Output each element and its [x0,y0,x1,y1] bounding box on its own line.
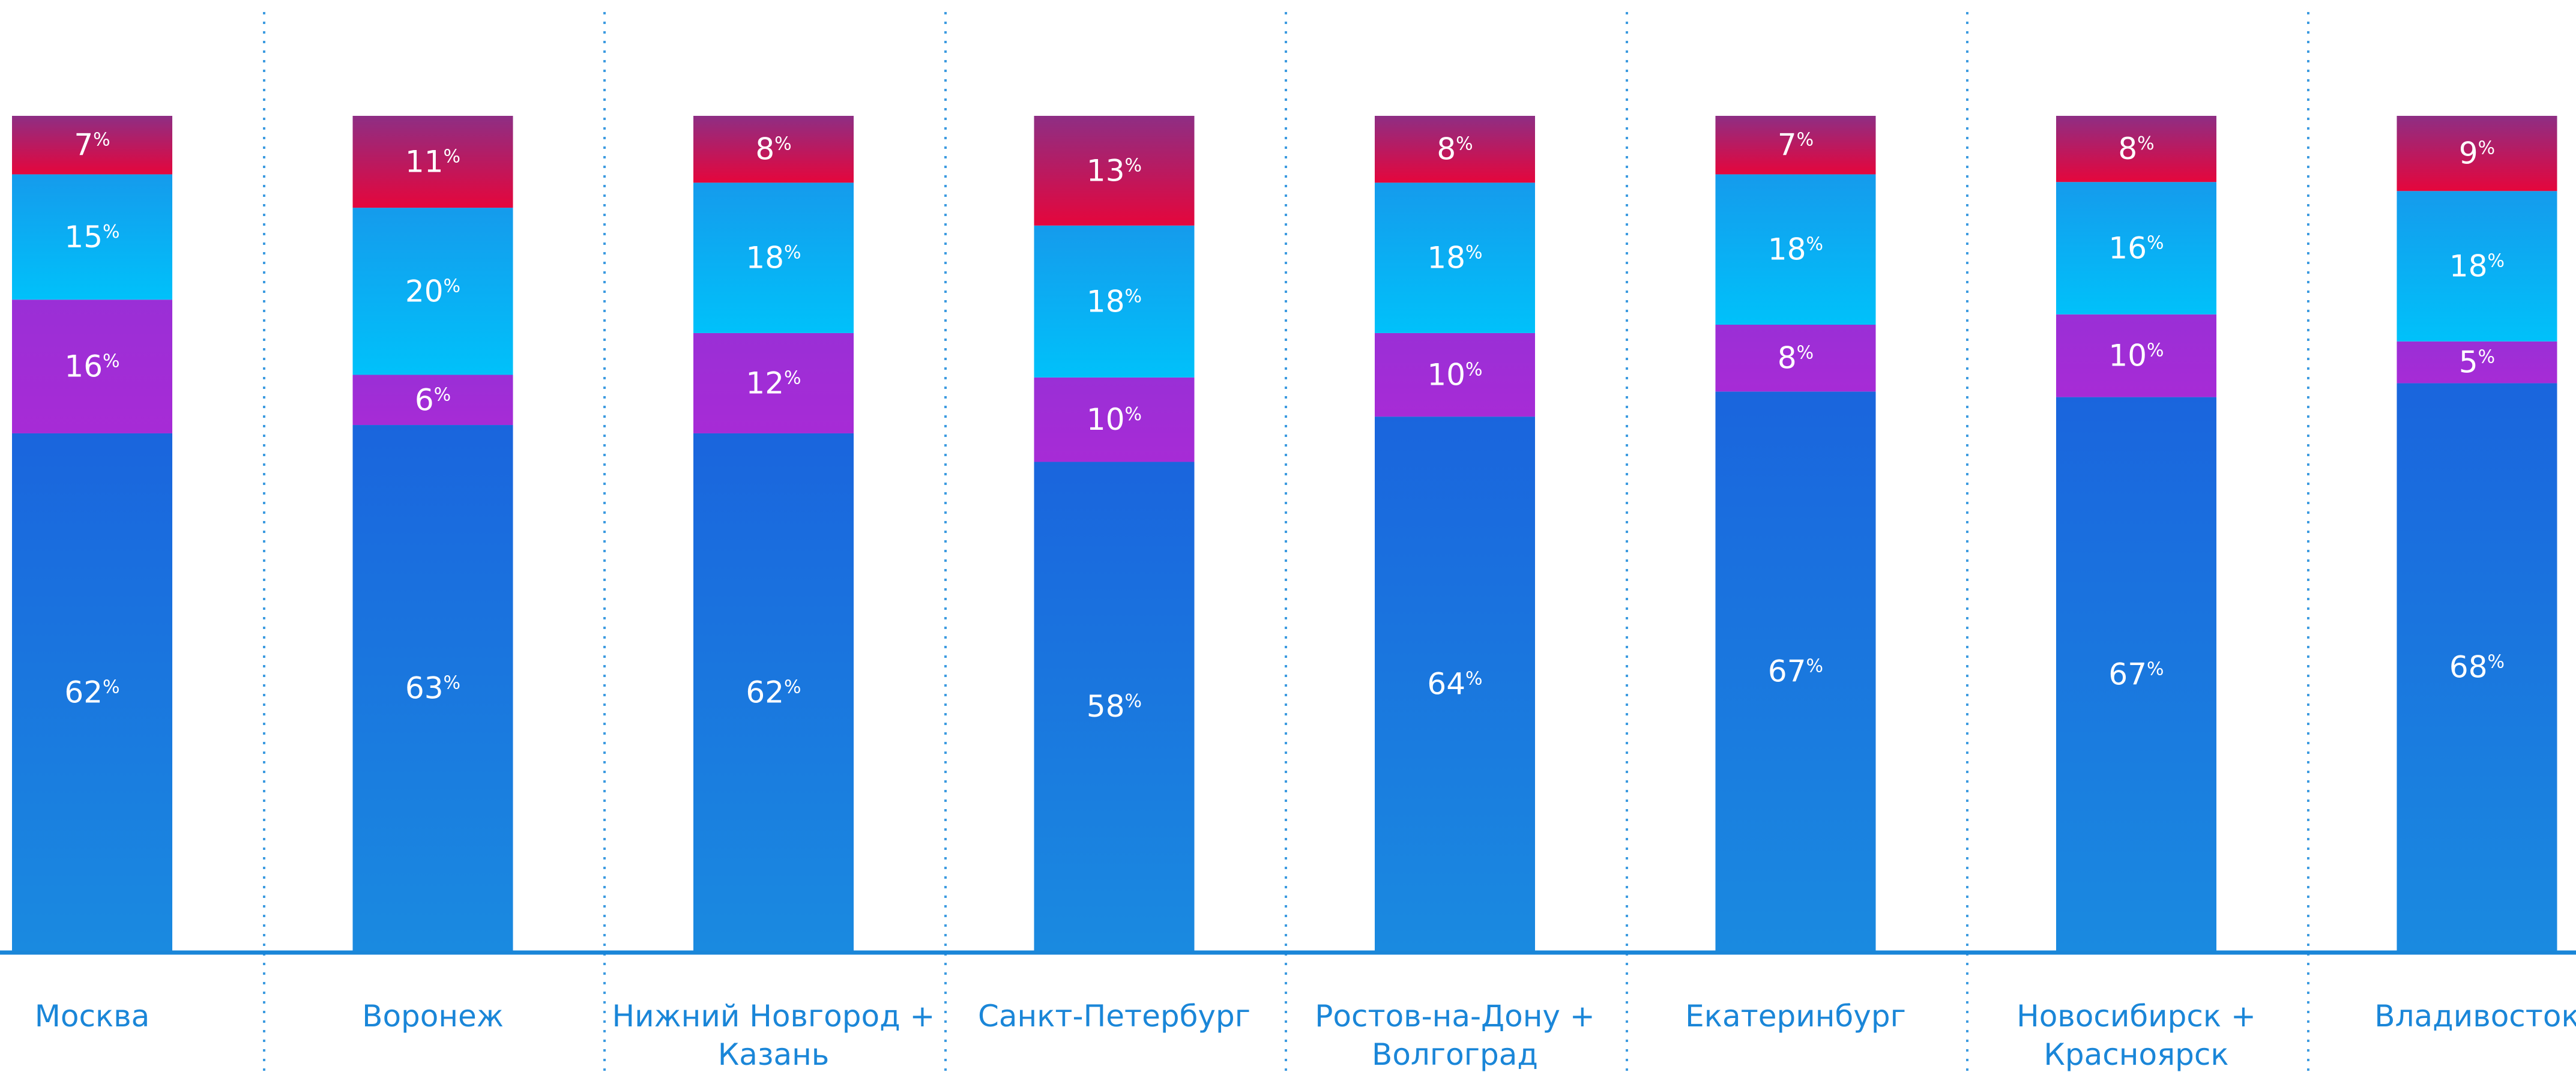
category-label: Волгоград [1372,1037,1538,1072]
bar-segment-purple [693,333,854,433]
data-label: 62% [64,675,119,709]
bar-segment-red [693,116,854,183]
bar-segment-red [352,116,513,208]
bar-segment-blue [1034,462,1195,951]
bar-segment-blue [2397,383,2557,951]
bar-segment-cyan [352,208,513,375]
data-label: 9% [2459,136,2495,171]
bar-segment-purple [1034,377,1195,462]
data-label: 20% [405,274,460,309]
category-label: Красноярск [2044,1037,2228,1072]
bar-segment-cyan [693,182,854,333]
bar-segment-red [1715,116,1876,175]
category-label: Нижний Новгород + [612,999,935,1034]
bars-group: 62%16%15%7%63%6%20%11%62%12%18%8%58%10%1… [12,116,2557,951]
bar-segment-cyan [1715,174,1876,325]
bar-segment-blue [1375,417,1535,951]
bar-segment-cyan [1034,225,1195,378]
data-label: 8% [1437,132,1473,167]
bar-segment-purple [1375,333,1535,417]
category-label: Казань [718,1037,830,1072]
bar-segment-cyan [2397,191,2557,342]
category-label: Санкт-Петербург [978,999,1250,1034]
bar-segment-blue [2056,397,2216,951]
category-label: Владивосток [2374,999,2576,1034]
bar-segment-purple [2397,341,2557,384]
bar-segment-purple [352,375,513,426]
data-label: 6% [415,382,451,417]
data-label: 10% [1087,402,1142,437]
data-label: 10% [1427,358,1482,393]
bar-segment-red [12,116,172,175]
bar-segment-cyan [12,174,172,300]
data-label: 16% [64,349,119,384]
category-label: Ростов-на-Дону + [1315,999,1595,1034]
bar-segment-cyan [2056,182,2216,315]
column-separators [263,12,2309,1072]
category-label: Новосибирск + [2016,999,2256,1034]
data-label: 63% [405,671,460,706]
data-label: 7% [74,128,110,163]
bar-segment-red [2397,116,2557,191]
data-label: 18% [2449,249,2505,284]
bar-segment-red [2056,116,2216,182]
category-labels: Москва Воронеж Нижний Новгород +Казань Санк… [35,999,2576,1072]
bar-segment-blue [1715,391,1876,951]
category-label: Екатеринбург [1685,999,1906,1034]
bar-segment-blue [352,425,513,951]
bar-segment-purple [2056,314,2216,397]
category-label: Воронеж [362,999,504,1034]
bar-segment-blue [12,433,172,951]
bar-segment-purple [12,300,172,433]
data-label: 62% [746,675,801,709]
data-label: 67% [2108,657,2164,691]
bar-segment-blue [693,433,854,951]
bar-segment-red [1034,116,1195,226]
category-label: Москва [35,999,150,1034]
bar-segment-purple [1715,325,1876,392]
bar-segment-cyan [1375,182,1535,333]
bar-segment-red [1375,116,1535,183]
